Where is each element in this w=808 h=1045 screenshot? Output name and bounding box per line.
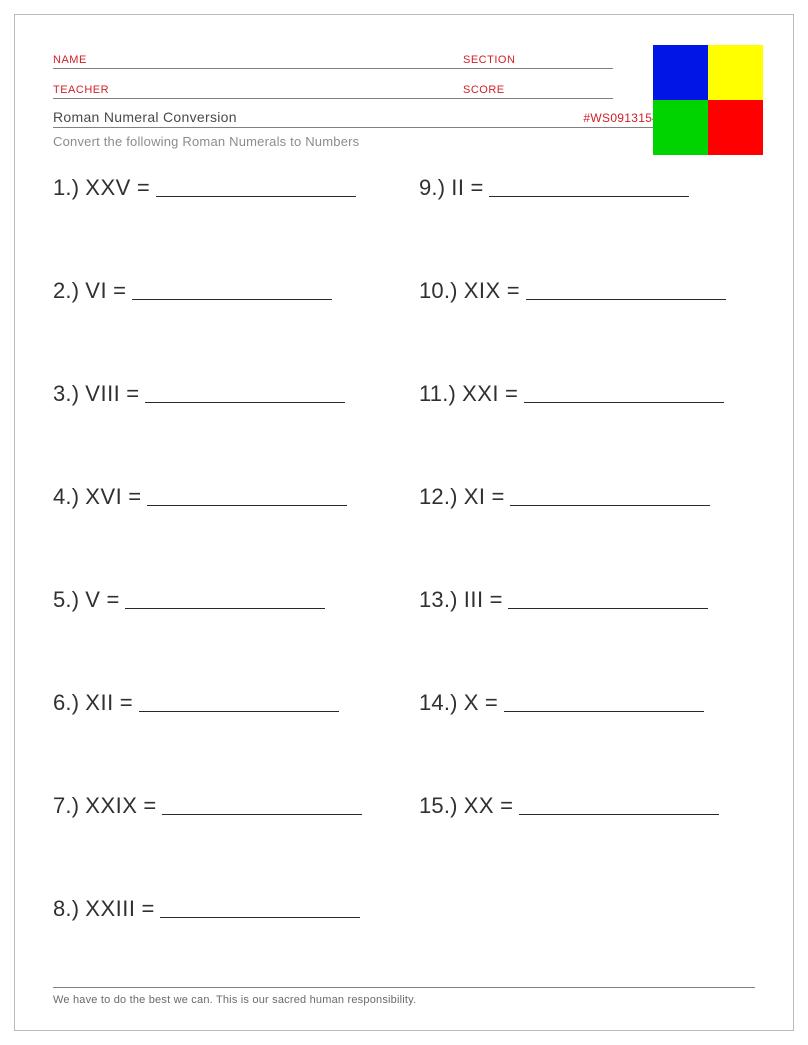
header-row-1: NAME SECTION <box>53 47 613 69</box>
answer-blank[interactable] <box>156 196 356 197</box>
equals-sign: = <box>141 896 154 922</box>
roman-numeral: X <box>464 690 479 716</box>
instruction-text: Convert the following Roman Numerals to … <box>53 134 755 149</box>
roman-numeral: V <box>85 587 100 613</box>
problems-grid: 1.)XXV=2.)VI=3.)VIII=4.)XVI=5.)V=6.)XII=… <box>53 175 755 922</box>
equals-sign: = <box>507 278 520 304</box>
equals-sign: = <box>492 484 505 510</box>
equals-sign: = <box>137 175 150 201</box>
problem-row: 3.)VIII= <box>53 381 389 407</box>
problem-row: 12.)XI= <box>419 484 755 510</box>
problem-number: 6.) <box>53 690 79 716</box>
equals-sign: = <box>128 484 141 510</box>
right-column: 9.)II=10.)XIX=11.)XXI=12.)XI=13.)III=14.… <box>419 175 755 922</box>
title-row: Roman Numeral Conversion #WS091315453506… <box>53 109 701 128</box>
problem-number: 15.) <box>419 793 458 819</box>
problem-number: 4.) <box>53 484 79 510</box>
roman-numeral: XIX <box>464 278 501 304</box>
problem-number: 7.) <box>53 793 79 819</box>
problem-number: 14.) <box>419 690 458 716</box>
problem-number: 9.) <box>419 175 445 201</box>
roman-numeral: XI <box>464 484 486 510</box>
answer-blank[interactable] <box>139 711 339 712</box>
logo-tl <box>653 45 708 100</box>
worksheet-page: NAME SECTION TEACHER SCORE Roman Numeral… <box>14 14 794 1031</box>
equals-sign: = <box>490 587 503 613</box>
problem-number: 13.) <box>419 587 458 613</box>
teacher-label: TEACHER <box>53 84 109 98</box>
equals-sign: = <box>485 690 498 716</box>
logo-tr <box>708 45 763 100</box>
section-label: SECTION <box>463 54 613 68</box>
problem-row: 4.)XVI= <box>53 484 389 510</box>
problem-number: 10.) <box>419 278 458 304</box>
problem-row: 8.)XXIII= <box>53 896 389 922</box>
logo-grid <box>653 45 763 155</box>
problem-row: 14.)X= <box>419 690 755 716</box>
equals-sign: = <box>126 381 139 407</box>
equals-sign: = <box>471 175 484 201</box>
equals-sign: = <box>505 381 518 407</box>
roman-numeral: XII <box>85 690 113 716</box>
worksheet-title: Roman Numeral Conversion <box>53 109 237 125</box>
equals-sign: = <box>120 690 133 716</box>
roman-numeral: XVI <box>85 484 122 510</box>
roman-numeral: II <box>451 175 464 201</box>
answer-blank[interactable] <box>132 299 332 300</box>
answer-blank[interactable] <box>489 196 689 197</box>
roman-numeral: XXI <box>462 381 499 407</box>
problem-row: 6.)XII = <box>53 690 389 716</box>
left-column: 1.)XXV=2.)VI=3.)VIII=4.)XVI=5.)V=6.)XII=… <box>53 175 389 922</box>
problem-row: 5.)V= <box>53 587 389 613</box>
problem-number: 2.) <box>53 278 79 304</box>
answer-blank[interactable] <box>519 814 719 815</box>
problem-number: 3.) <box>53 381 79 407</box>
problem-number: 8.) <box>53 896 79 922</box>
problem-row: 9.)II = <box>419 175 755 201</box>
problem-number: 11.) <box>419 381 456 407</box>
problem-row: 11.)XXI= <box>419 381 755 407</box>
equals-sign: = <box>143 793 156 819</box>
problem-row: 7.)XXIX= <box>53 793 389 819</box>
answer-blank[interactable] <box>125 608 325 609</box>
problem-row: 1.)XXV= <box>53 175 389 201</box>
roman-numeral: XXIX <box>85 793 137 819</box>
problem-row: 2.)VI= <box>53 278 389 304</box>
answer-blank[interactable] <box>162 814 362 815</box>
equals-sign: = <box>500 793 513 819</box>
roman-numeral: XXIII <box>85 896 135 922</box>
score-label: SCORE <box>463 84 613 98</box>
problem-number: 5.) <box>53 587 79 613</box>
answer-blank[interactable] <box>147 505 347 506</box>
equals-sign: = <box>113 278 126 304</box>
roman-numeral: XX <box>464 793 494 819</box>
roman-numeral: VI <box>85 278 107 304</box>
answer-blank[interactable] <box>510 505 710 506</box>
footer-rule <box>53 987 755 988</box>
problem-row: 13.) III = <box>419 587 755 613</box>
answer-blank[interactable] <box>160 917 360 918</box>
footer-quote: We have to do the best we can. This is o… <box>53 994 416 1006</box>
equals-sign: = <box>106 587 119 613</box>
roman-numeral: III <box>464 587 484 613</box>
roman-numeral: VIII <box>85 381 120 407</box>
problem-row: 10.)XIX= <box>419 278 755 304</box>
problem-number: 1.) <box>53 175 79 201</box>
answer-blank[interactable] <box>524 402 724 403</box>
logo-br <box>708 100 763 155</box>
answer-blank[interactable] <box>145 402 345 403</box>
answer-blank[interactable] <box>504 711 704 712</box>
answer-blank[interactable] <box>526 299 726 300</box>
answer-blank[interactable] <box>508 608 708 609</box>
problem-number: 12.) <box>419 484 458 510</box>
logo-bl <box>653 100 708 155</box>
problem-row: 15.)XX= <box>419 793 755 819</box>
roman-numeral: XXV <box>85 175 131 201</box>
name-label: NAME <box>53 54 87 68</box>
header-row-2: TEACHER SCORE <box>53 77 613 99</box>
